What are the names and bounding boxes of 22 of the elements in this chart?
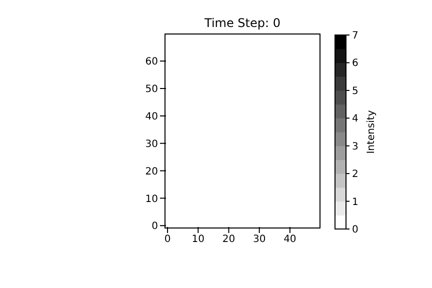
x-tick-label: 30 bbox=[252, 234, 266, 246]
y-tick-label: 0 bbox=[152, 221, 158, 232]
y-tick-label: 50 bbox=[145, 84, 158, 96]
color-bar-label: 4 bbox=[352, 114, 358, 125]
y-tick-label: 10 bbox=[145, 194, 158, 205]
color-bar-label: 3 bbox=[352, 141, 358, 152]
x-tick-label: 40 bbox=[284, 234, 296, 246]
y-tick-label: 20 bbox=[145, 166, 158, 178]
color-bar-label: 7 bbox=[352, 30, 358, 42]
color-bar-title: Intensity bbox=[366, 110, 377, 154]
y-tick-label: 60 bbox=[145, 56, 158, 68]
color-bar-label: 6 bbox=[352, 58, 358, 70]
color-bar-label: 2 bbox=[352, 169, 358, 180]
color-bar-label: 5 bbox=[352, 86, 358, 97]
x-tick-label: 0 bbox=[164, 234, 171, 246]
y-tick-label: 40 bbox=[145, 111, 158, 122]
x-tick-label: 10 bbox=[192, 234, 204, 246]
chart-title: Time Step: 0 bbox=[204, 16, 280, 30]
x-tick-label: 20 bbox=[222, 234, 236, 246]
y-tick-label: 30 bbox=[145, 138, 158, 150]
color-bar-label: 0 bbox=[352, 224, 358, 236]
color-bar-label: 1 bbox=[352, 196, 358, 208]
